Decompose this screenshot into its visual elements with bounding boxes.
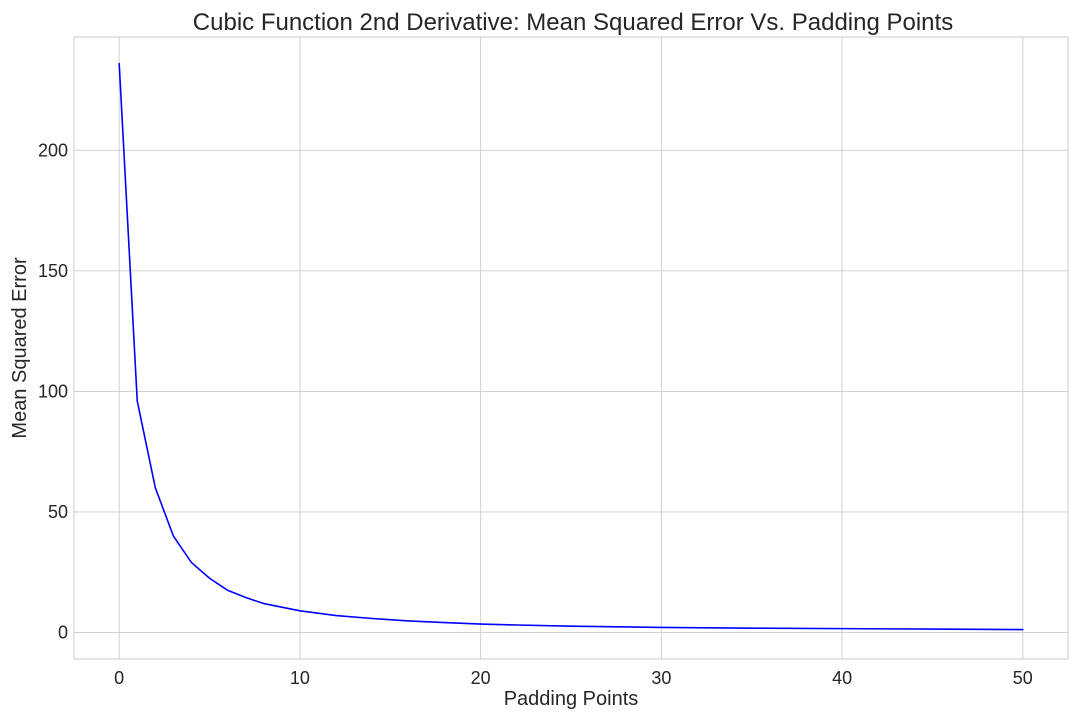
y-tick-label: 100 (38, 381, 68, 401)
grid-lines (74, 37, 1068, 659)
x-tick-label: 40 (832, 668, 852, 688)
y-tick-label: 150 (38, 261, 68, 281)
series-line (118, 62, 1024, 631)
x-tick-label: 30 (651, 668, 671, 688)
x-tick-label: 50 (1013, 668, 1033, 688)
series-layer (118, 62, 1024, 631)
y-tick-labels: 0 50 100 150 200 (38, 140, 68, 642)
x-tick-label: 0 (114, 668, 124, 688)
x-axis-label: Padding Points (504, 688, 639, 710)
y-tick-label: 200 (38, 140, 68, 160)
chart-title: Cubic Function 2nd Derivative: Mean Squa… (193, 9, 953, 36)
y-tick-label: 50 (48, 502, 68, 522)
x-tick-labels: 0 10 20 30 40 50 (114, 668, 1033, 688)
plot-frame (73, 36, 1069, 660)
x-tick-label: 10 (290, 668, 310, 688)
y-tick-label: 0 (58, 622, 68, 642)
y-axis-label: Mean Squared Error (9, 257, 31, 439)
x-tick-label: 20 (471, 668, 491, 688)
